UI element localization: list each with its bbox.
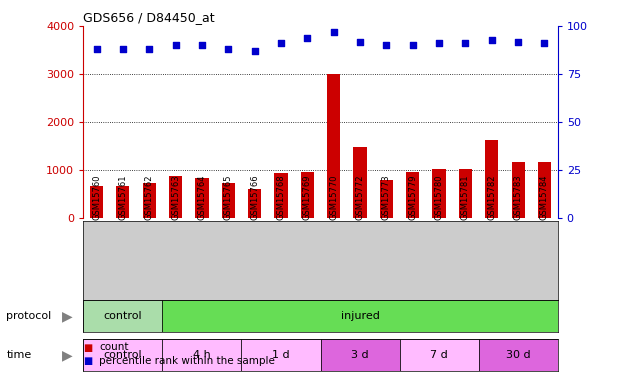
Bar <box>327 74 340 217</box>
Point <box>92 46 102 52</box>
Bar <box>162 339 242 371</box>
Bar <box>90 186 103 218</box>
Bar <box>479 339 558 371</box>
Point <box>197 42 207 48</box>
Bar <box>83 339 162 371</box>
Bar <box>433 169 445 217</box>
Bar <box>512 162 525 218</box>
Bar <box>83 300 162 332</box>
Point <box>513 39 523 45</box>
Point <box>408 42 418 48</box>
Text: percentile rank within the sample: percentile rank within the sample <box>99 356 275 366</box>
Text: ▶: ▶ <box>62 348 72 362</box>
Text: control: control <box>104 350 142 360</box>
Text: injured: injured <box>340 311 379 321</box>
Point <box>276 40 286 46</box>
Bar <box>196 178 208 218</box>
Point <box>460 40 470 46</box>
Point <box>329 29 339 35</box>
Point <box>249 48 260 54</box>
Bar <box>274 172 288 217</box>
Point <box>355 39 365 45</box>
Point <box>539 40 549 46</box>
Bar <box>320 339 399 371</box>
Bar <box>538 162 551 218</box>
Point <box>223 46 233 52</box>
Point <box>302 35 312 41</box>
Bar <box>459 169 472 217</box>
Point <box>381 42 392 48</box>
Point <box>144 46 154 52</box>
Bar <box>485 140 499 218</box>
Bar <box>116 186 129 218</box>
Text: ■: ■ <box>83 342 92 352</box>
Bar <box>406 172 419 217</box>
Text: control: control <box>104 311 142 321</box>
Text: GDS656 / D84450_at: GDS656 / D84450_at <box>83 11 215 24</box>
Bar <box>142 183 156 218</box>
Point <box>487 37 497 43</box>
Bar <box>353 147 367 218</box>
Bar <box>399 339 479 371</box>
Bar <box>242 339 320 371</box>
Text: ■: ■ <box>83 356 92 366</box>
Bar <box>379 180 393 218</box>
Point <box>118 46 128 52</box>
Text: 4 h: 4 h <box>193 350 211 360</box>
Text: 3 d: 3 d <box>351 350 369 360</box>
Text: ▶: ▶ <box>62 309 72 323</box>
Text: 1 d: 1 d <box>272 350 290 360</box>
Text: 30 d: 30 d <box>506 350 531 360</box>
Bar <box>162 300 558 332</box>
Bar <box>222 183 235 218</box>
Text: 7 d: 7 d <box>430 350 448 360</box>
Bar <box>169 176 182 218</box>
Point <box>171 42 181 48</box>
Bar <box>248 189 262 217</box>
Point <box>434 40 444 46</box>
Text: count: count <box>99 342 129 352</box>
Bar <box>301 172 314 217</box>
Text: time: time <box>6 350 31 360</box>
Text: protocol: protocol <box>6 311 52 321</box>
